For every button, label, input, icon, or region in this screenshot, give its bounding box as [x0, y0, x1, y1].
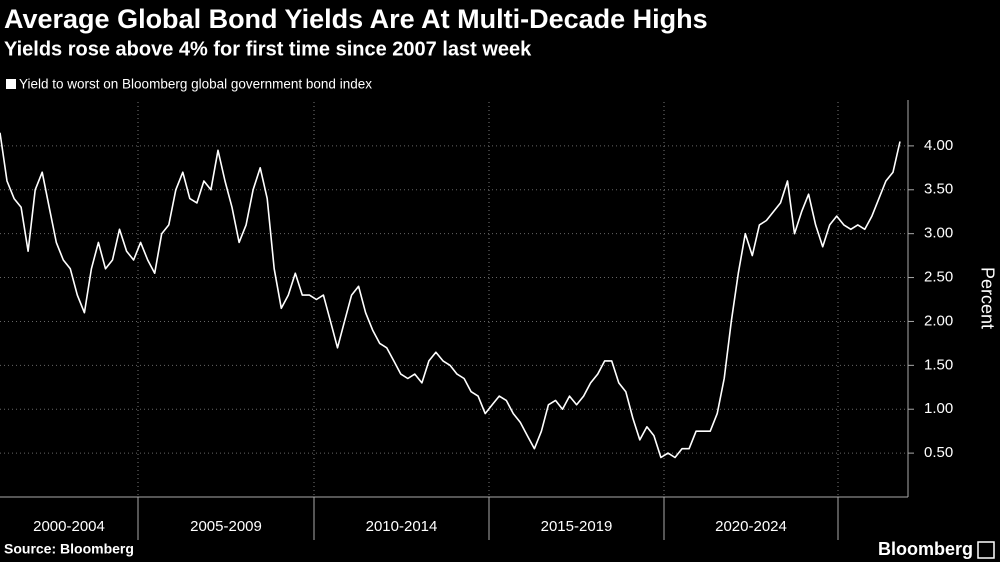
y-tick-label: 3.50: [924, 181, 953, 198]
series-line: [0, 132, 901, 459]
y-tick-label: 2.50: [924, 269, 953, 286]
y-tick-label: 1.50: [924, 356, 953, 373]
y-tick-label: 0.50: [924, 444, 953, 461]
y-tick-label: 4.00: [924, 137, 953, 154]
x-period-label: 2020-2024: [715, 518, 787, 535]
x-period-label: 2010-2014: [366, 518, 438, 535]
y-axis-label: Percent: [977, 267, 997, 329]
chart-title: Average Global Bond Yields Are At Multi-…: [4, 4, 708, 34]
x-period-label: 2005-2009: [190, 518, 262, 535]
x-period-label: 2015-2019: [541, 518, 613, 535]
y-tick-label: 2.00: [924, 312, 953, 329]
legend-label: Yield to worst on Bloomberg global gover…: [19, 77, 372, 92]
legend-swatch: [6, 79, 16, 89]
chart-subtitle: Yields rose above 4% for first time sinc…: [4, 38, 532, 60]
y-tick-label: 1.00: [924, 400, 953, 417]
source: Source: Bloomberg: [4, 541, 134, 557]
brand: Bloomberg: [878, 539, 973, 559]
y-tick-label: 3.00: [924, 225, 953, 242]
brand-icon: [977, 541, 995, 559]
x-period-label: 2000-2004: [33, 518, 105, 535]
